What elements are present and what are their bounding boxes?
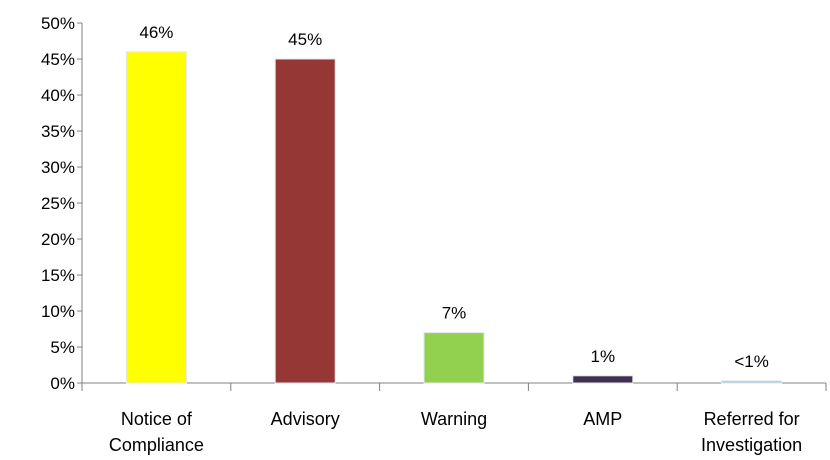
bar [423,332,485,384]
data-label: 45% [288,30,322,49]
y-tick-label: 0% [50,374,75,393]
x-category-label: AMP [583,409,622,429]
data-labels: 46% 45% 7% 1% <1% [139,23,768,371]
bar [721,380,783,384]
bar [125,51,187,384]
x-axis: Notice of Compliance Advisory Warning AMP Ref… [81,382,827,455]
y-axis: 0% 5% 10% 15% 20% 25% 30% 35% 40% 45% 50% [41,14,83,393]
data-label: <1% [734,352,769,371]
x-category-label: Notice of [121,409,193,429]
x-category-label: Advisory [271,409,340,429]
bar [274,58,336,384]
y-tick-label: 35% [41,122,75,141]
data-label: 7% [442,304,467,323]
x-category-label: Warning [421,409,487,429]
x-category-label: Investigation [701,435,802,455]
data-label: 46% [139,23,173,42]
y-tick-label: 45% [41,50,75,69]
bars [125,51,783,384]
y-tick-label: 10% [41,302,75,321]
y-tick-label: 5% [50,338,75,357]
y-tick-label: 50% [41,14,75,33]
y-tick-label: 30% [41,158,75,177]
bar [572,375,634,384]
y-tick-label: 25% [41,194,75,213]
x-category-label: Compliance [109,435,204,455]
y-tick-label: 20% [41,230,75,249]
data-label: 1% [591,347,616,366]
y-tick-label: 40% [41,86,75,105]
x-category-label: Referred for [704,409,800,429]
y-tick-label: 15% [41,266,75,285]
